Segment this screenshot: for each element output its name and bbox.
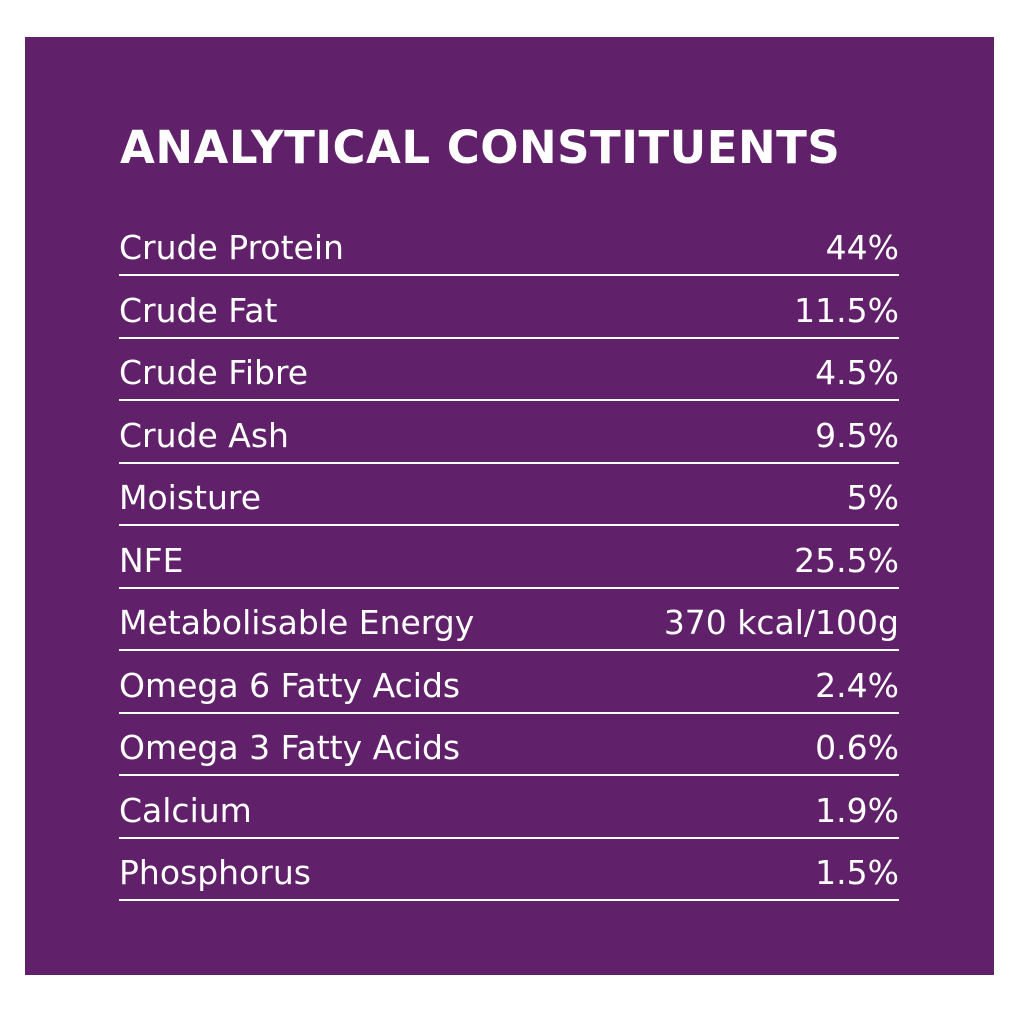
row-label: Moisture xyxy=(119,478,262,517)
row-value: 1.9% xyxy=(815,790,899,830)
row-label: NFE xyxy=(119,540,184,580)
row-label: Omega 6 Fatty Acids xyxy=(119,665,461,705)
row-label: Metabolisable Energy xyxy=(119,603,475,642)
row-value: 25.5% xyxy=(794,540,899,580)
row-value: 44% xyxy=(825,228,899,267)
row-label: Crude Protein xyxy=(119,228,344,267)
table-row: Crude Fibre 4.5% xyxy=(119,340,899,401)
row-label: Omega 3 Fatty Acids xyxy=(119,728,461,767)
table-row: Phosphorus 1.5% xyxy=(119,840,899,901)
row-value: 2.4% xyxy=(815,665,899,705)
row-label: Calcium xyxy=(119,790,252,830)
row-value: 11.5% xyxy=(794,290,899,330)
constituents-table: Crude Protein 44% Crude Fat 11.5% Crude … xyxy=(119,215,899,903)
row-label: Phosphorus xyxy=(119,853,311,892)
row-value: 5% xyxy=(846,478,899,517)
analytical-constituents-panel: ANALYTICAL CONSTITUENTS Crude Protein 44… xyxy=(25,37,994,975)
table-row: Crude Ash 9.5% xyxy=(119,403,899,464)
row-value: 9.5% xyxy=(815,415,899,455)
table-row: Metabolisable Energy 370 kcal/100g xyxy=(119,590,899,651)
table-row: Moisture 5% xyxy=(119,465,899,526)
row-value: 370 kcal/100g xyxy=(663,603,899,642)
row-value: 1.5% xyxy=(815,853,899,892)
table-row: Omega 3 Fatty Acids 0.6% xyxy=(119,715,899,776)
table-row: Omega 6 Fatty Acids 2.4% xyxy=(119,653,899,714)
row-label: Crude Fibre xyxy=(119,353,309,392)
row-label: Crude Ash xyxy=(119,415,289,455)
panel-title: ANALYTICAL CONSTITUENTS xyxy=(120,121,841,174)
row-label: Crude Fat xyxy=(119,290,278,330)
table-row: NFE 25.5% xyxy=(119,528,899,589)
table-row: Calcium 1.9% xyxy=(119,778,899,839)
table-row: Crude Fat 11.5% xyxy=(119,278,899,339)
row-value: 4.5% xyxy=(815,353,899,392)
table-row: Crude Protein 44% xyxy=(119,215,899,276)
row-value: 0.6% xyxy=(815,728,899,767)
